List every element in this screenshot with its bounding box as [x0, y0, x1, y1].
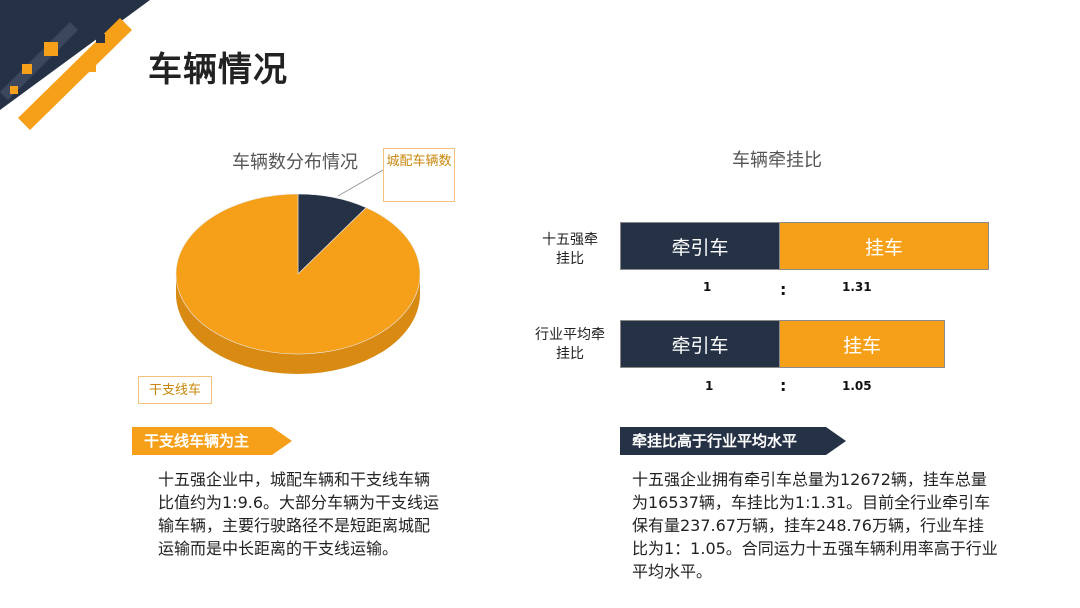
- pie-label-city-vehicles: 城配车辆数: [383, 148, 455, 202]
- ratio-row-label-top15: 十五强牵挂比: [542, 232, 598, 267]
- ratio-value-tractor-top15: 1: [703, 280, 712, 294]
- ratio-bar-trailer-top15: 挂车: [779, 222, 989, 270]
- page-title: 车辆情况: [148, 50, 288, 90]
- pie-slice-1: [175, 193, 421, 355]
- ratio-row-label-industry: 行业平均牵挂比: [535, 327, 605, 362]
- pie-leader-line: [337, 169, 384, 197]
- pie-label-trunk-vehicles: 干支线车: [138, 376, 212, 404]
- section-text-ratio: 十五强企业拥有牵引车总量为12672辆，挂车总量为16537辆，车挂比为1:1.…: [632, 470, 998, 581]
- bar-label-tractor: 牵引车: [671, 334, 729, 357]
- pie-chart-title: 车辆数分布情况: [232, 152, 358, 173]
- ratio-value-trailer-industry: 1.05: [842, 379, 872, 393]
- ratio-bar-tractor-top15: 牵引车: [620, 222, 780, 270]
- ratio-colon-top15: :: [780, 280, 787, 299]
- ratio-value-tractor-industry: 1: [705, 379, 714, 393]
- pie-side-wall: [176, 274, 420, 374]
- ratio-value-trailer-top15: 1.31: [842, 280, 872, 294]
- ratio-chart-title: 车辆牵挂比: [732, 150, 822, 171]
- bar-label-trailer: 挂车: [864, 236, 903, 259]
- bar-label-trailer: 挂车: [842, 334, 881, 357]
- corner-decoration: [0, 0, 150, 130]
- section-banner-trunk: 干支线车辆为主: [132, 427, 292, 455]
- section-banner-ratio: 牵挂比高于行业平均水平: [620, 427, 846, 455]
- ratio-colon-industry: :: [780, 376, 787, 395]
- pie-chart: [175, 169, 421, 374]
- section-text-trunk: 十五强企业中，城配车辆和干支线车辆比值约为1:9.6。大部分车辆为干支线运输车辆…: [158, 470, 440, 558]
- ratio-bar-tractor-industry: 牵引车: [620, 320, 780, 368]
- bar-label-tractor: 牵引车: [671, 236, 729, 259]
- ratio-bar-trailer-industry: 挂车: [779, 320, 945, 368]
